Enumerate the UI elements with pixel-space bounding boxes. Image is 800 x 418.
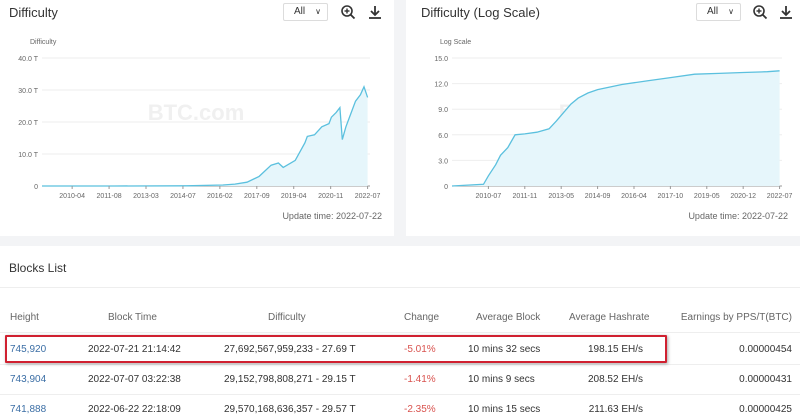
x-tick-label: 2022-07 [767, 193, 793, 200]
download-icon[interactable] [367, 4, 383, 20]
x-tick-label: 2016-02 [207, 193, 233, 200]
x-tick-label: 2014-09 [585, 193, 611, 200]
divider [0, 287, 800, 288]
difficulty-range-select[interactable]: All ∨ [283, 3, 328, 21]
column-header-average-hashrate: Average Hashrate [569, 312, 650, 323]
x-tick-label: 2019-04 [281, 193, 307, 200]
block-difficulty: 27,692,567,959,233 - 27.69 T [224, 344, 356, 355]
y-axis-label: Log Scale [440, 39, 471, 46]
block-change: -5.01% [404, 344, 436, 355]
block-hashrate: 211.63 EH/s [588, 404, 643, 415]
y-axis-label: Difficulty [30, 39, 57, 46]
y-tick-label: 20.0 T [18, 120, 38, 127]
highlight-box [5, 335, 667, 363]
y-tick-label: 3.0 [438, 158, 448, 165]
difficulty-update-time: Update time: 2022-07-22 [282, 211, 382, 221]
zoom-in-icon[interactable] [752, 4, 768, 20]
row-divider [0, 394, 800, 395]
x-tick-label: 2010-04 [59, 193, 85, 200]
block-average-time: 10 mins 32 secs [468, 344, 541, 355]
column-header-average-block: Average Block [476, 312, 541, 323]
block-time: 2022-07-21 21:14:42 [88, 344, 181, 355]
block-time: 2022-06-22 22:18:09 [88, 404, 181, 415]
column-header-height: Height [10, 312, 39, 323]
x-tick-label: 2011-11 [512, 193, 537, 200]
row-divider [0, 332, 800, 333]
block-height-link[interactable]: 741,888 [10, 404, 47, 415]
x-tick-label: 2010-07 [476, 193, 502, 200]
y-tick-label: 0 [444, 184, 448, 191]
block-hashrate: 198.15 EH/s [587, 344, 643, 355]
y-tick-label: 6.0 [438, 133, 448, 140]
y-tick-label: 15.0 [434, 56, 448, 63]
block-height-link[interactable]: 745,920 [10, 344, 47, 355]
block-earnings: 0.00000431 [739, 374, 792, 385]
difficulty-chart-title: Difficulty [9, 5, 58, 20]
x-tick-label: 2022-07 [355, 193, 381, 200]
log-update-time: Update time: 2022-07-22 [688, 211, 788, 221]
block-change: -2.35% [404, 404, 436, 415]
y-tick-label: 10.0 T [18, 152, 38, 159]
watermark: BTC.com [148, 100, 245, 125]
block-difficulty: 29,570,168,636,357 - 29.57 T [224, 404, 356, 415]
difficulty-chart-panel: Difficulty All ∨ Difficulty 0 10.0 T 20.0 T… [0, 0, 394, 236]
log-difficulty-chart-panel: Difficulty (Log Scale) All ∨ Log Scale 0 3… [406, 0, 800, 236]
blocks-list-title: Blocks List [9, 261, 67, 275]
chevron-down-icon: ∨ [728, 7, 734, 16]
chevron-down-icon: ∨ [315, 7, 321, 16]
log-difficulty-chart: Log Scale03.06.09.012.015.0BTC.com2010-0… [434, 39, 793, 200]
series-line [42, 85, 369, 187]
series-area [42, 86, 368, 186]
blocks-list-panel: Blocks List Height Block Time Difficulty… [0, 246, 800, 418]
y-tick-label: 12.0 [434, 82, 448, 89]
log-range-select[interactable]: All ∨ [696, 3, 741, 21]
column-header-earnings: Earnings by PPS/T(BTC) [680, 312, 792, 323]
series-area [452, 70, 780, 186]
block-hashrate: 208.52 EH/s [587, 374, 643, 385]
x-tick-label: 2017-09 [244, 193, 270, 200]
block-difficulty: 29,152,798,808,271 - 29.15 T [224, 374, 356, 385]
x-tick-label: 2011-08 [96, 193, 121, 200]
block-average-time: 10 mins 9 secs [468, 374, 535, 385]
block-change: -1.41% [404, 374, 436, 385]
x-tick-label: 2013-03 [133, 193, 159, 200]
y-tick-label: 40.0 T [18, 56, 38, 63]
column-header-difficulty: Difficulty [268, 312, 306, 323]
log-difficulty-chart-title: Difficulty (Log Scale) [421, 5, 540, 20]
difficulty-chart: Difficulty 0 10.0 T 20.0 T 30.0 T 40.0 T BTC.c… [18, 39, 381, 200]
block-average-time: 10 mins 15 secs [468, 404, 541, 415]
column-header-change: Change [404, 312, 440, 323]
row-divider [0, 364, 800, 365]
x-tick-label: 2016-04 [621, 193, 647, 200]
difficulty-range-value: All [294, 6, 306, 17]
x-tick-label: 2020-11 [318, 193, 343, 200]
x-tick-label: 2020-12 [730, 193, 756, 200]
block-earnings: 0.00000425 [739, 404, 792, 415]
y-tick-label: 9.0 [438, 107, 448, 114]
block-earnings: 0.00000454 [739, 344, 792, 355]
x-tick-label: 2019-05 [694, 193, 720, 200]
zoom-in-icon[interactable] [340, 4, 356, 20]
series-line [451, 70, 780, 187]
log-range-value: All [707, 6, 719, 17]
x-tick-label: 2013-05 [548, 193, 574, 200]
block-time: 2022-07-07 03:22:38 [88, 374, 181, 385]
y-tick-label: 30.0 T [18, 88, 38, 95]
x-tick-label: 2014-07 [170, 193, 196, 200]
y-tick-label: 0 [34, 184, 38, 191]
column-header-block-time: Block Time [108, 312, 157, 323]
download-icon[interactable] [778, 4, 794, 20]
block-height-link[interactable]: 743,904 [10, 374, 47, 385]
x-tick-label: 2017-10 [658, 193, 684, 200]
